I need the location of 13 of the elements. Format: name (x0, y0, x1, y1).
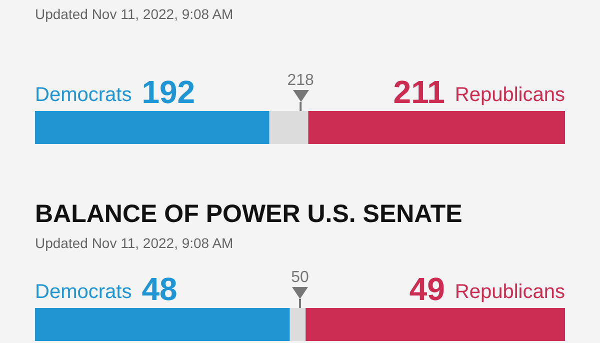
chart-subtitle: Updated Nov 11, 2022, 9:08 AM (35, 6, 234, 22)
series-label: Republicans (454, 84, 565, 106)
ref-line-label: 50 (291, 269, 309, 286)
data-label: 192 (142, 74, 196, 110)
series-label: Democrats (35, 84, 132, 106)
data-label: 48 (142, 271, 178, 307)
chart-title: BALANCE OF POWER U.S. SENATE (35, 200, 462, 229)
data-label: 49 (409, 271, 445, 307)
chart-subtitle: Updated Nov 11, 2022, 9:08 AM (35, 235, 234, 251)
data-label: 211 (393, 74, 445, 110)
ref-line-label: 218 (287, 72, 314, 89)
series-label: Democrats (35, 281, 132, 303)
series-label: Republicans (454, 281, 565, 303)
